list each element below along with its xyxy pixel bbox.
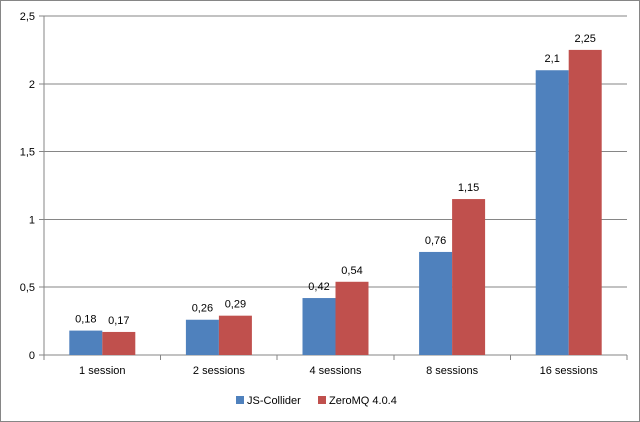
data-label: 2,25 bbox=[574, 33, 595, 45]
legend-label: ZeroMQ 4.0.4 bbox=[329, 395, 397, 407]
bar bbox=[568, 49, 602, 356]
data-label: 2,1 bbox=[545, 53, 560, 65]
bars bbox=[69, 49, 602, 356]
bar bbox=[102, 331, 136, 355]
bar bbox=[302, 298, 336, 355]
y-tick-label: 0,5 bbox=[20, 282, 35, 294]
x-tick-label: 8 sessions bbox=[426, 365, 478, 377]
x-tick-label: 2 sessions bbox=[193, 365, 245, 377]
data-label: 1,15 bbox=[458, 182, 479, 194]
y-tick-label: 1 bbox=[29, 214, 35, 226]
bar bbox=[69, 330, 103, 355]
x-tick-label: 16 sessions bbox=[540, 365, 599, 377]
data-label: 0,17 bbox=[108, 315, 129, 327]
y-tick-label: 1,5 bbox=[20, 147, 35, 159]
data-label: 0,42 bbox=[308, 281, 329, 293]
x-tick-label: 1 session bbox=[79, 365, 125, 377]
y-tick-label: 2 bbox=[29, 79, 35, 91]
bar bbox=[218, 315, 252, 355]
bar bbox=[419, 251, 453, 355]
legend-swatch bbox=[318, 396, 326, 404]
x-tick-label: 4 sessions bbox=[310, 365, 362, 377]
legend: JS-Collider ZeroMQ 4.0.4 bbox=[236, 395, 397, 407]
data-label: 0,76 bbox=[425, 235, 446, 247]
data-label: 0,54 bbox=[341, 265, 362, 277]
y-tick-label: 2,5 bbox=[20, 11, 35, 23]
data-labels: 0,18 0,17 0,26 0,29 0,42 0,54 0,76 1,15 2,1 2,25 bbox=[75, 33, 596, 327]
legend-swatch bbox=[236, 396, 244, 404]
bar bbox=[335, 281, 369, 355]
bar bbox=[535, 70, 569, 356]
bar bbox=[452, 199, 486, 355]
data-label: 0,29 bbox=[225, 299, 246, 311]
bar bbox=[185, 319, 219, 355]
gridlines bbox=[44, 15, 627, 288]
data-label: 0,26 bbox=[192, 303, 213, 315]
legend-label: JS-Collider bbox=[247, 395, 301, 407]
data-label: 0,18 bbox=[75, 314, 96, 326]
y-tick-label: 0 bbox=[29, 350, 35, 362]
